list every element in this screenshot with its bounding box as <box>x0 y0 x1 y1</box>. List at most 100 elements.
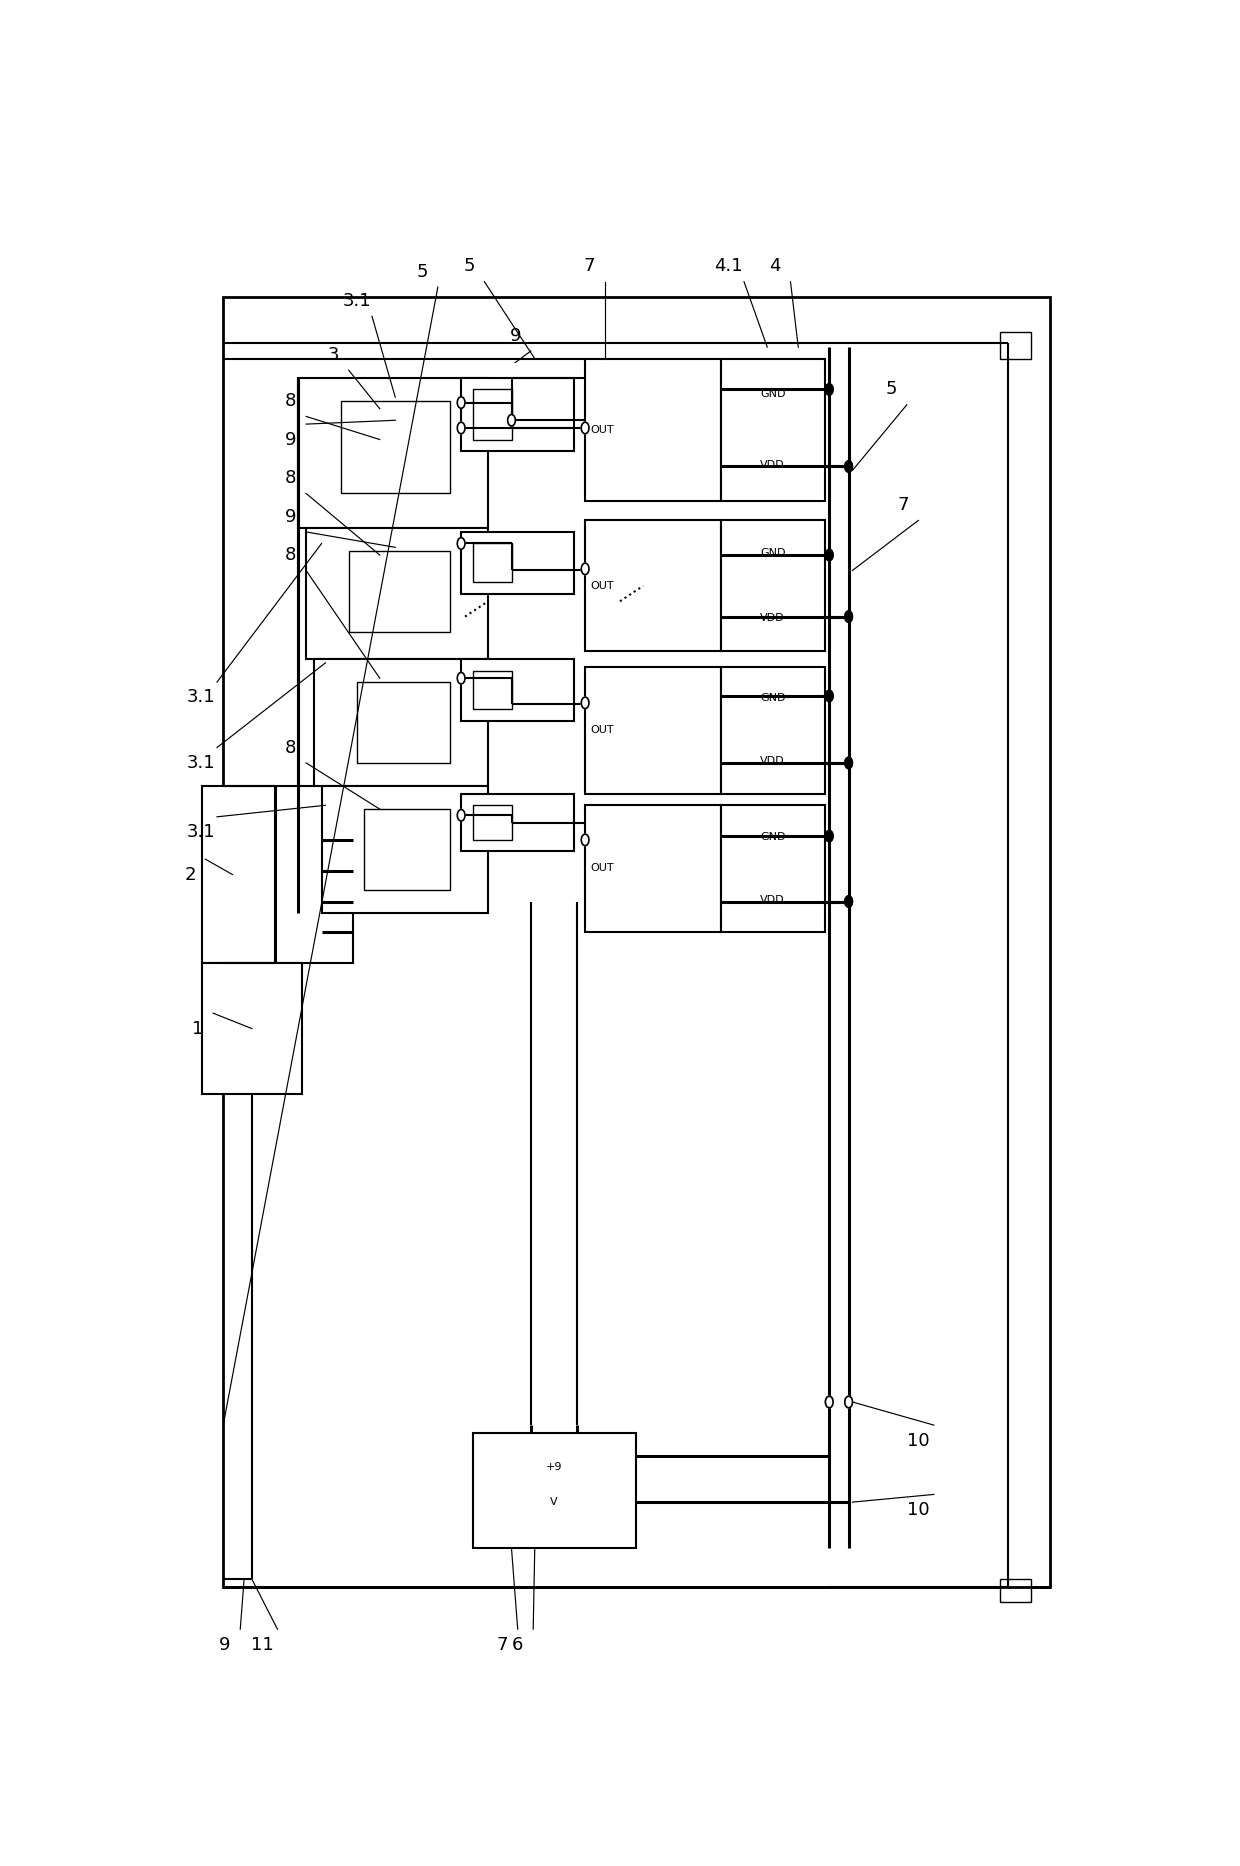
Text: 8: 8 <box>285 468 296 487</box>
Text: OUT: OUT <box>590 580 614 592</box>
Circle shape <box>826 830 833 842</box>
Text: GND: GND <box>760 549 785 558</box>
Circle shape <box>844 896 852 907</box>
Circle shape <box>826 549 833 562</box>
Text: 3.1: 3.1 <box>187 754 216 773</box>
Circle shape <box>826 549 833 562</box>
Text: 4.1: 4.1 <box>714 258 743 276</box>
Text: 5: 5 <box>885 381 897 399</box>
Bar <box>299 379 489 528</box>
Text: 5: 5 <box>463 258 475 276</box>
Circle shape <box>826 690 833 702</box>
Bar <box>341 401 449 493</box>
Bar <box>314 659 489 786</box>
Bar <box>365 810 449 890</box>
Text: 1: 1 <box>192 1019 203 1037</box>
Bar <box>720 358 826 502</box>
Text: 8: 8 <box>285 547 296 564</box>
Bar <box>472 390 511 440</box>
Bar <box>999 332 1030 358</box>
Circle shape <box>458 810 465 821</box>
Circle shape <box>826 1396 833 1407</box>
Circle shape <box>458 422 465 433</box>
Circle shape <box>458 672 465 685</box>
Text: 3.1: 3.1 <box>187 823 216 842</box>
Circle shape <box>582 834 589 845</box>
Text: GND: GND <box>760 390 785 399</box>
Text: 10: 10 <box>908 1431 930 1450</box>
Circle shape <box>844 758 852 769</box>
Text: 7: 7 <box>897 496 909 513</box>
Bar <box>357 683 449 763</box>
Bar <box>223 297 1050 1586</box>
Circle shape <box>826 1396 833 1407</box>
Circle shape <box>844 610 852 623</box>
Bar <box>201 963 303 1093</box>
Text: 6: 6 <box>512 1636 523 1653</box>
Bar <box>720 806 826 933</box>
Circle shape <box>458 537 465 549</box>
Bar <box>461 379 573 452</box>
Text: 3.1: 3.1 <box>187 689 216 707</box>
Text: 3.1: 3.1 <box>342 291 371 310</box>
Bar <box>720 521 826 651</box>
Bar <box>321 786 489 912</box>
Bar <box>461 659 573 720</box>
Text: OUT: OUT <box>590 724 614 735</box>
Circle shape <box>458 397 465 409</box>
Text: VDD: VDD <box>760 756 785 767</box>
Text: 7: 7 <box>496 1636 508 1653</box>
Circle shape <box>844 610 852 623</box>
Text: 8: 8 <box>285 739 296 756</box>
Circle shape <box>826 830 833 842</box>
Circle shape <box>582 422 589 433</box>
Circle shape <box>844 461 852 472</box>
Text: VDD: VDD <box>760 896 785 905</box>
Text: +9: +9 <box>546 1463 563 1472</box>
Text: 11: 11 <box>250 1636 273 1653</box>
Circle shape <box>826 690 833 702</box>
Circle shape <box>844 896 852 907</box>
Text: OUT: OUT <box>590 864 614 873</box>
Text: GND: GND <box>760 694 785 703</box>
Bar <box>201 786 352 963</box>
Bar <box>348 550 449 633</box>
Circle shape <box>826 384 833 396</box>
Bar <box>720 666 826 793</box>
Circle shape <box>507 414 516 425</box>
Text: GND: GND <box>760 832 785 842</box>
Bar <box>999 1579 1030 1603</box>
Bar <box>585 521 720 651</box>
Bar <box>585 666 720 793</box>
Bar <box>585 358 720 502</box>
Text: 5: 5 <box>417 263 428 280</box>
Text: 10: 10 <box>908 1500 930 1519</box>
Bar <box>472 1433 635 1549</box>
Text: OUT: OUT <box>590 424 614 435</box>
Bar <box>461 793 573 851</box>
Bar <box>306 528 489 659</box>
Circle shape <box>844 1396 852 1407</box>
Text: 7: 7 <box>583 258 595 276</box>
Text: 3: 3 <box>327 345 339 364</box>
Text: 9: 9 <box>285 508 296 526</box>
Bar <box>461 532 573 593</box>
Text: V: V <box>551 1497 558 1508</box>
Bar <box>472 543 511 582</box>
Text: 9: 9 <box>219 1636 231 1653</box>
Bar <box>472 806 511 840</box>
Circle shape <box>844 1396 852 1407</box>
Bar <box>472 670 511 709</box>
Text: 9: 9 <box>285 431 296 448</box>
Circle shape <box>844 758 852 769</box>
Circle shape <box>582 564 589 575</box>
Circle shape <box>826 384 833 396</box>
Text: 9: 9 <box>510 327 521 345</box>
Text: 8: 8 <box>285 392 296 411</box>
Circle shape <box>844 461 852 472</box>
Text: VDD: VDD <box>760 459 785 470</box>
Text: VDD: VDD <box>760 614 785 623</box>
Circle shape <box>582 698 589 709</box>
Bar <box>585 806 720 933</box>
Text: 2: 2 <box>184 866 196 884</box>
